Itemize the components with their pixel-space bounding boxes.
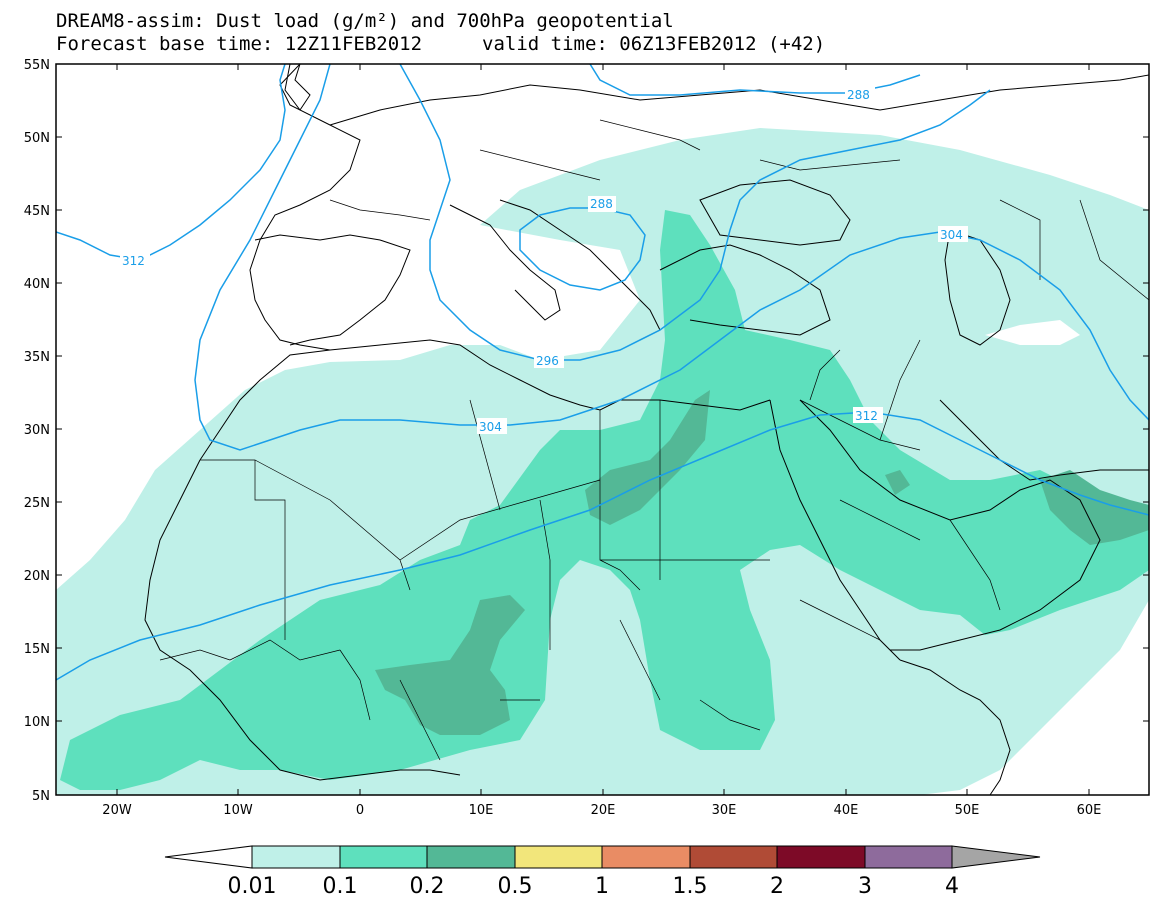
border-lines-d — [159, 599, 881, 761]
coast-north-europe — [329, 74, 1149, 126]
dust-gap-caspian — [985, 320, 1080, 345]
lon-label-50e: 50E — [955, 803, 980, 818]
coast-red-sea — [769, 399, 901, 661]
colorbar-label-2: 0.2 — [410, 874, 445, 899]
coast-turkey — [659, 244, 831, 336]
coast-britain — [279, 64, 311, 111]
contour-296 — [399, 64, 991, 361]
dust-shading — [56, 128, 1149, 795]
map-title: DREAM8-assim: Dust load (g/m²) and 700hP… — [56, 10, 674, 32]
lat-label-10n: 10N — [24, 715, 50, 730]
valid-time: valid time: 06Z13FEB2012 (+42) — [482, 33, 826, 55]
contour-288-inner — [519, 207, 646, 291]
contour-312-west — [56, 64, 286, 261]
lat-label-55n: 55N — [24, 58, 50, 73]
coast-caspian — [944, 229, 1011, 346]
contour-label-304-west: 304 — [479, 420, 502, 434]
colorbar-label-1: 0.1 — [323, 874, 358, 899]
colorbar-label-6: 2 — [770, 874, 784, 899]
colorbar-label-8: 4 — [945, 874, 959, 899]
coast-europe-west — [249, 64, 361, 351]
colorbar-swatch-5 — [689, 845, 778, 869]
colorbar-label-7: 3 — [858, 874, 872, 899]
lon-label-20w: 20W — [102, 803, 132, 818]
dust-band-dark-arabia — [885, 470, 910, 495]
border-lines-c — [329, 119, 1149, 301]
lat-label-35n: 35N — [24, 350, 50, 365]
coast-east-africa — [899, 659, 1011, 795]
lat-label-45n: 45N — [24, 204, 50, 219]
lat-label-20n: 20N — [24, 569, 50, 584]
contour-304-west — [194, 64, 1149, 451]
contour-label-288-north: 288 — [847, 88, 870, 102]
coast-balkans — [499, 199, 661, 341]
coast-west-africa — [144, 459, 461, 781]
lat-label-40n: 40N — [24, 277, 50, 292]
country-borders — [159, 119, 1149, 761]
longitude-axis — [116, 64, 1090, 795]
colorbar-label-4: 1 — [595, 874, 609, 899]
colorbar-swatch-0 — [251, 845, 341, 869]
coast-iberia — [254, 234, 411, 346]
lat-label-25n: 25N — [24, 496, 50, 511]
dust-band-dark-libya — [585, 390, 710, 525]
colorbar-label-5: 1.5 — [673, 874, 708, 899]
latitude-labels: 55N 50N 45N 40N 35N 30N 25N 20N 15N 10N … — [24, 58, 50, 804]
colorbar-over-arrow — [951, 845, 1041, 869]
lon-label-10e: 10E — [469, 803, 494, 818]
geopotential-contours — [56, 64, 1149, 681]
longitude-labels: 20W 10W 0 10E 20E 30E 40E 50E 60E — [102, 803, 1101, 818]
colorbar-swatch-6 — [776, 845, 866, 869]
lat-label-5n: 5N — [32, 789, 50, 804]
lon-label-40e: 40E — [834, 803, 859, 818]
border-lines-a — [200, 399, 770, 650]
lon-label-10w: 10W — [223, 803, 253, 818]
lon-label-0: 0 — [356, 803, 364, 818]
colorbar-label-0: 0.01 — [228, 874, 277, 899]
coast-italy — [449, 204, 561, 321]
lat-label-15n: 15N — [24, 642, 50, 657]
colorbar-swatch-1 — [339, 845, 428, 869]
contour-label-296: 296 — [536, 354, 559, 368]
coast-persian-gulf — [939, 399, 1149, 481]
colorbar-swatch-4 — [601, 845, 691, 869]
contour-label-288-inner: 288 — [590, 197, 613, 211]
colorbar-swatch-3 — [514, 845, 603, 869]
contour-label-312-east: 312 — [855, 409, 878, 423]
dust-band-dark-nigeria — [375, 595, 525, 735]
lat-label-50n: 50N — [24, 131, 50, 146]
colorbar-swatch-2 — [426, 845, 516, 869]
latitude-axis — [56, 63, 1149, 796]
contour-labels: 288 288 296 304 304 312 312 — [120, 86, 968, 434]
colorbar-legend: 0.01 0.1 0.2 0.5 1 1.5 2 3 4 — [164, 845, 1041, 899]
lon-label-60e: 60E — [1077, 803, 1102, 818]
lat-label-30n: 30N — [24, 423, 50, 438]
border-lines-b — [799, 339, 1001, 611]
contour-312-south — [56, 411, 1149, 681]
lon-label-30e: 30E — [712, 803, 737, 818]
contour-288-north — [589, 64, 921, 96]
coast-blacksea — [699, 179, 851, 246]
colorbar-swatch-7 — [864, 845, 953, 869]
forecast-base-time: Forecast base time: 12Z11FEB2012 — [56, 33, 423, 55]
dust-band-dark-oman — [1040, 470, 1149, 545]
colorbar-label-3: 0.5 — [498, 874, 533, 899]
lon-label-20e: 20E — [591, 803, 616, 818]
contour-label-304-east: 304 — [940, 228, 963, 242]
colorbar-under-arrow — [164, 845, 253, 869]
contour-label-312-west: 312 — [122, 254, 145, 268]
